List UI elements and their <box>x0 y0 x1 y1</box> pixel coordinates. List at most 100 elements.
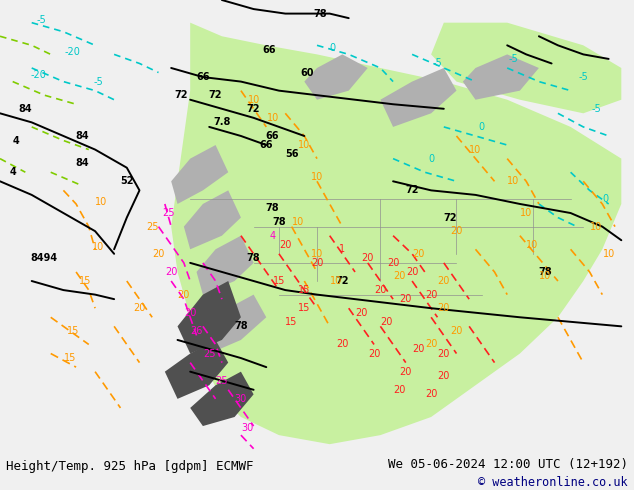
Text: 72: 72 <box>335 276 349 286</box>
Text: 78: 78 <box>272 217 286 227</box>
Polygon shape <box>197 236 254 294</box>
Text: 72: 72 <box>174 90 188 100</box>
Text: 20: 20 <box>450 226 463 236</box>
Text: 20: 20 <box>399 294 412 304</box>
Text: 20: 20 <box>450 326 463 336</box>
Text: 20: 20 <box>361 253 374 263</box>
Text: 10: 10 <box>469 145 482 154</box>
Text: 20: 20 <box>393 271 406 281</box>
Text: We 05-06-2024 12:00 UTC (12+192): We 05-06-2024 12:00 UTC (12+192) <box>387 458 628 471</box>
Text: 66: 66 <box>196 72 210 82</box>
Text: 10: 10 <box>247 95 260 105</box>
Text: 20: 20 <box>387 258 399 268</box>
Text: 20: 20 <box>437 371 450 381</box>
Text: 20: 20 <box>374 285 387 295</box>
Text: 10: 10 <box>292 217 304 227</box>
Text: 10: 10 <box>311 172 323 182</box>
Text: 15: 15 <box>79 276 92 286</box>
Text: -5: -5 <box>93 76 103 87</box>
Text: 20: 20 <box>425 390 437 399</box>
Text: -5: -5 <box>591 104 601 114</box>
Text: 20: 20 <box>133 303 146 313</box>
Text: 10: 10 <box>520 208 533 218</box>
Text: -5: -5 <box>36 15 46 25</box>
Text: 20: 20 <box>393 385 406 395</box>
Polygon shape <box>190 371 254 426</box>
Text: 0: 0 <box>428 154 434 164</box>
Text: 20: 20 <box>399 367 412 377</box>
Polygon shape <box>184 191 241 249</box>
Text: 78: 78 <box>234 321 248 331</box>
Polygon shape <box>171 145 228 204</box>
Text: 20: 20 <box>279 240 292 250</box>
Text: 25: 25 <box>162 208 174 218</box>
Text: 10: 10 <box>539 271 552 281</box>
Text: 20: 20 <box>152 249 165 259</box>
Text: 66: 66 <box>266 131 280 141</box>
Text: 10: 10 <box>95 196 108 207</box>
Text: 20: 20 <box>184 308 197 318</box>
Text: 72: 72 <box>209 90 223 100</box>
Text: 66: 66 <box>262 45 276 55</box>
Text: 72: 72 <box>443 213 457 222</box>
Text: 78: 78 <box>313 9 327 19</box>
Text: 25: 25 <box>216 376 228 386</box>
Text: 10: 10 <box>602 249 615 259</box>
Text: 15: 15 <box>67 326 79 336</box>
Text: 10: 10 <box>590 221 602 232</box>
Polygon shape <box>431 23 621 113</box>
Text: -20: -20 <box>30 70 46 80</box>
Polygon shape <box>178 281 241 354</box>
Text: 0: 0 <box>479 122 485 132</box>
Text: -5: -5 <box>432 58 443 69</box>
Text: 20: 20 <box>336 340 349 349</box>
Text: 20: 20 <box>355 308 368 318</box>
Text: 30: 30 <box>241 423 254 433</box>
Text: 72: 72 <box>405 185 419 196</box>
Text: 0: 0 <box>330 43 336 52</box>
Text: 15: 15 <box>273 276 285 286</box>
Text: 25: 25 <box>203 348 216 359</box>
Text: 78: 78 <box>247 253 261 263</box>
Text: 10: 10 <box>298 140 311 150</box>
Text: 1: 1 <box>339 245 346 254</box>
Polygon shape <box>380 68 456 127</box>
Text: 4: 4 <box>10 167 16 177</box>
Text: 4: 4 <box>13 136 19 146</box>
Text: 26: 26 <box>190 326 203 336</box>
Text: 52: 52 <box>120 176 134 186</box>
Text: 15: 15 <box>298 303 311 313</box>
Text: 84: 84 <box>75 158 89 168</box>
Text: 20: 20 <box>412 344 425 354</box>
Text: 60: 60 <box>301 68 314 77</box>
Text: 20: 20 <box>380 317 393 327</box>
Text: 10: 10 <box>266 113 279 123</box>
Text: 84: 84 <box>75 131 89 141</box>
Text: 0: 0 <box>602 195 609 204</box>
Text: 20: 20 <box>437 348 450 359</box>
Text: © weatheronline.co.uk: © weatheronline.co.uk <box>478 476 628 489</box>
Text: 10: 10 <box>330 276 342 286</box>
Text: 20: 20 <box>178 290 190 299</box>
Polygon shape <box>203 294 266 354</box>
Text: 20: 20 <box>406 267 418 277</box>
Text: 78: 78 <box>538 267 552 277</box>
Text: 56: 56 <box>285 149 299 159</box>
Polygon shape <box>171 23 621 444</box>
Text: 20: 20 <box>425 290 437 299</box>
Polygon shape <box>165 340 228 399</box>
Text: 20: 20 <box>425 340 437 349</box>
Text: 66: 66 <box>259 140 273 150</box>
Text: 15: 15 <box>63 353 76 363</box>
Text: 20: 20 <box>412 249 425 259</box>
Text: 84: 84 <box>18 104 32 114</box>
Text: 30: 30 <box>235 394 247 404</box>
Text: 20: 20 <box>368 348 380 359</box>
Text: 10: 10 <box>311 249 323 259</box>
Text: 20: 20 <box>311 258 323 268</box>
Text: 8494: 8494 <box>31 253 58 263</box>
Text: 7.8: 7.8 <box>213 118 231 127</box>
Text: 20: 20 <box>165 267 178 277</box>
Text: 10: 10 <box>92 242 105 252</box>
Text: -5: -5 <box>578 72 588 82</box>
